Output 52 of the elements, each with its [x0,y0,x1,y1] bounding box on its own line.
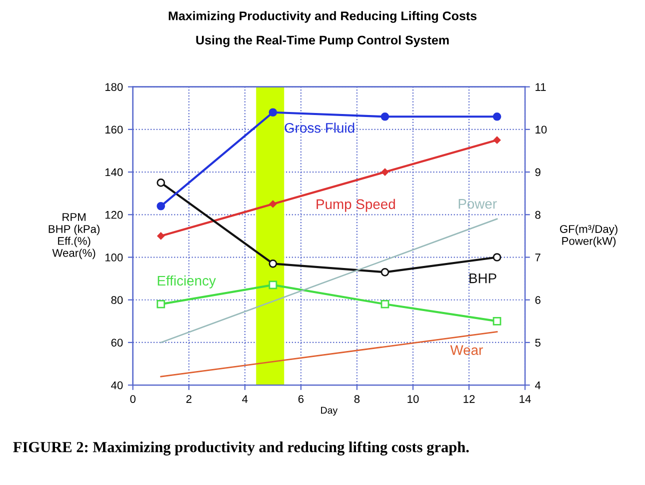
point [156,300,166,308]
chart-title: Maximizing Productivity and Reducing Lifting Costs [168,11,477,23]
y-tick-label: 80 [111,296,123,304]
point [269,200,277,208]
y2-tick-label: 11 [536,83,546,91]
y2-axis-title: GF(m³/Day) Power(kW) [560,224,618,248]
point [380,268,390,276]
point [268,280,278,290]
y-tick-label: 180 [105,83,123,91]
caption: FIGURE 2: Maximizing productivity and reducing lifting costs graph. [13,441,469,456]
x-tick-label: 10 [408,395,419,403]
y-tick-label: 60 [111,338,123,347]
point [380,112,390,121]
y-tick-label: 160 [105,126,123,134]
series-label: BHP [470,274,496,284]
x-axis-title: Day [321,406,338,416]
series-label: Wear [450,345,483,355]
point [268,108,278,117]
point [492,112,502,121]
x-tick-label: 14 [520,395,531,403]
x-tick-label: 6 [298,395,304,403]
x-tick-label: 4 [242,395,248,403]
y-tick-label: 120 [105,210,123,219]
x-tick-label: 0 [130,395,136,403]
point [157,232,165,240]
y-tick-label: 140 [105,168,123,176]
y2-tick-label: 10 [536,126,547,134]
point [492,253,502,262]
point [492,317,502,326]
y2-tick-label: 5 [535,338,540,347]
point [381,168,389,176]
y2-tick-label: 7 [535,254,540,262]
point [380,300,390,308]
series-label: Efficiency [158,275,216,288]
series-label: Power [458,199,497,209]
point [156,178,166,187]
y-tick-label: 100 [105,254,123,262]
y2-tick-label: 4 [535,381,541,390]
y2-tick-label: 8 [535,210,540,219]
series-label: Pump Speed [316,198,395,212]
y2-tick-label: 9 [535,168,540,176]
y2-tick-label: 6 [535,296,540,304]
point [268,259,278,268]
y-tick-label: 40 [111,381,123,390]
x-tick-label: 2 [186,395,192,403]
chart-subtitle: Using the Real-Time Pump Control System [196,35,449,48]
y-axis-title: RPM BHP (kPa) Eff.(%) Wear(%) [48,213,100,260]
x-tick-label: 12 [464,395,475,403]
point [493,136,501,144]
point [156,202,166,210]
series-label: Gross Fluid [284,122,354,133]
x-tick-label: 8 [354,395,360,403]
